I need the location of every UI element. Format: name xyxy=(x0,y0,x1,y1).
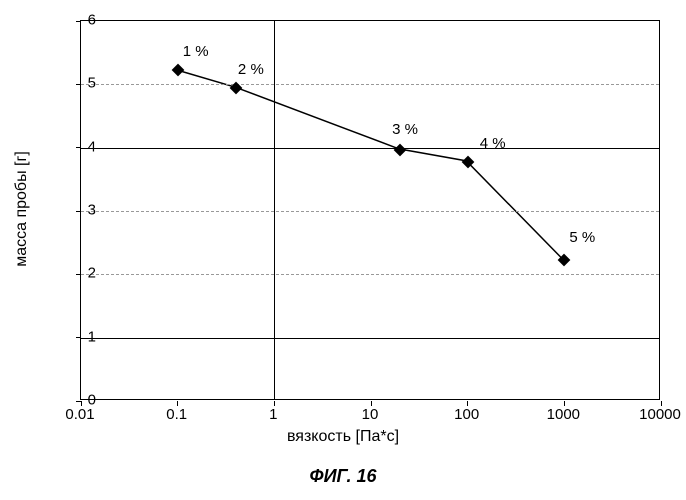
x-axis-label: вязкость [Па*с] xyxy=(287,428,399,446)
y-tick-label: 2 xyxy=(88,265,96,282)
y-tick-mark xyxy=(76,21,81,22)
gridline-h xyxy=(81,148,659,149)
data-label: 1 % xyxy=(183,43,209,60)
data-label: 3 % xyxy=(392,121,418,138)
y-tick-label: 3 xyxy=(88,202,96,219)
y-tick-label: 5 xyxy=(88,75,96,92)
y-tick-mark xyxy=(76,211,81,212)
y-tick-label: 4 xyxy=(88,138,96,155)
data-label: 5 % xyxy=(569,229,595,246)
gridline-h xyxy=(81,338,659,339)
y-tick-mark xyxy=(76,274,81,275)
y-tick-mark xyxy=(76,84,81,85)
plot-area: 1 % 2 % 3 % 4 % 5 % xyxy=(80,20,660,400)
y-tick-label: 6 xyxy=(88,12,96,29)
x-tick-label: 0.1 xyxy=(166,406,187,423)
dash-guide xyxy=(81,84,659,85)
y-tick-label: 1 xyxy=(88,328,96,345)
data-label: 4 % xyxy=(480,135,506,152)
chart-svg xyxy=(81,21,659,399)
x-tick-label: 0.01 xyxy=(65,406,94,423)
dash-guide xyxy=(81,211,659,212)
y-axis-label: масса пробы [г] xyxy=(13,151,31,267)
dash-guide xyxy=(81,274,659,275)
gridline-v xyxy=(274,21,275,399)
figure-caption: ФИГ. 16 xyxy=(310,466,377,487)
data-line xyxy=(177,70,562,259)
x-tick-label: 10000 xyxy=(639,406,681,423)
x-tick-label: 1 xyxy=(269,406,277,423)
y-tick-mark xyxy=(76,337,81,338)
x-tick-label: 10 xyxy=(362,406,379,423)
y-tick-mark xyxy=(76,147,81,148)
x-tick-label: 1000 xyxy=(547,406,580,423)
x-tick-label: 100 xyxy=(454,406,479,423)
chart-container: 1 % 2 % 3 % 4 % 5 % xyxy=(80,20,660,400)
data-label: 2 % xyxy=(238,61,264,78)
